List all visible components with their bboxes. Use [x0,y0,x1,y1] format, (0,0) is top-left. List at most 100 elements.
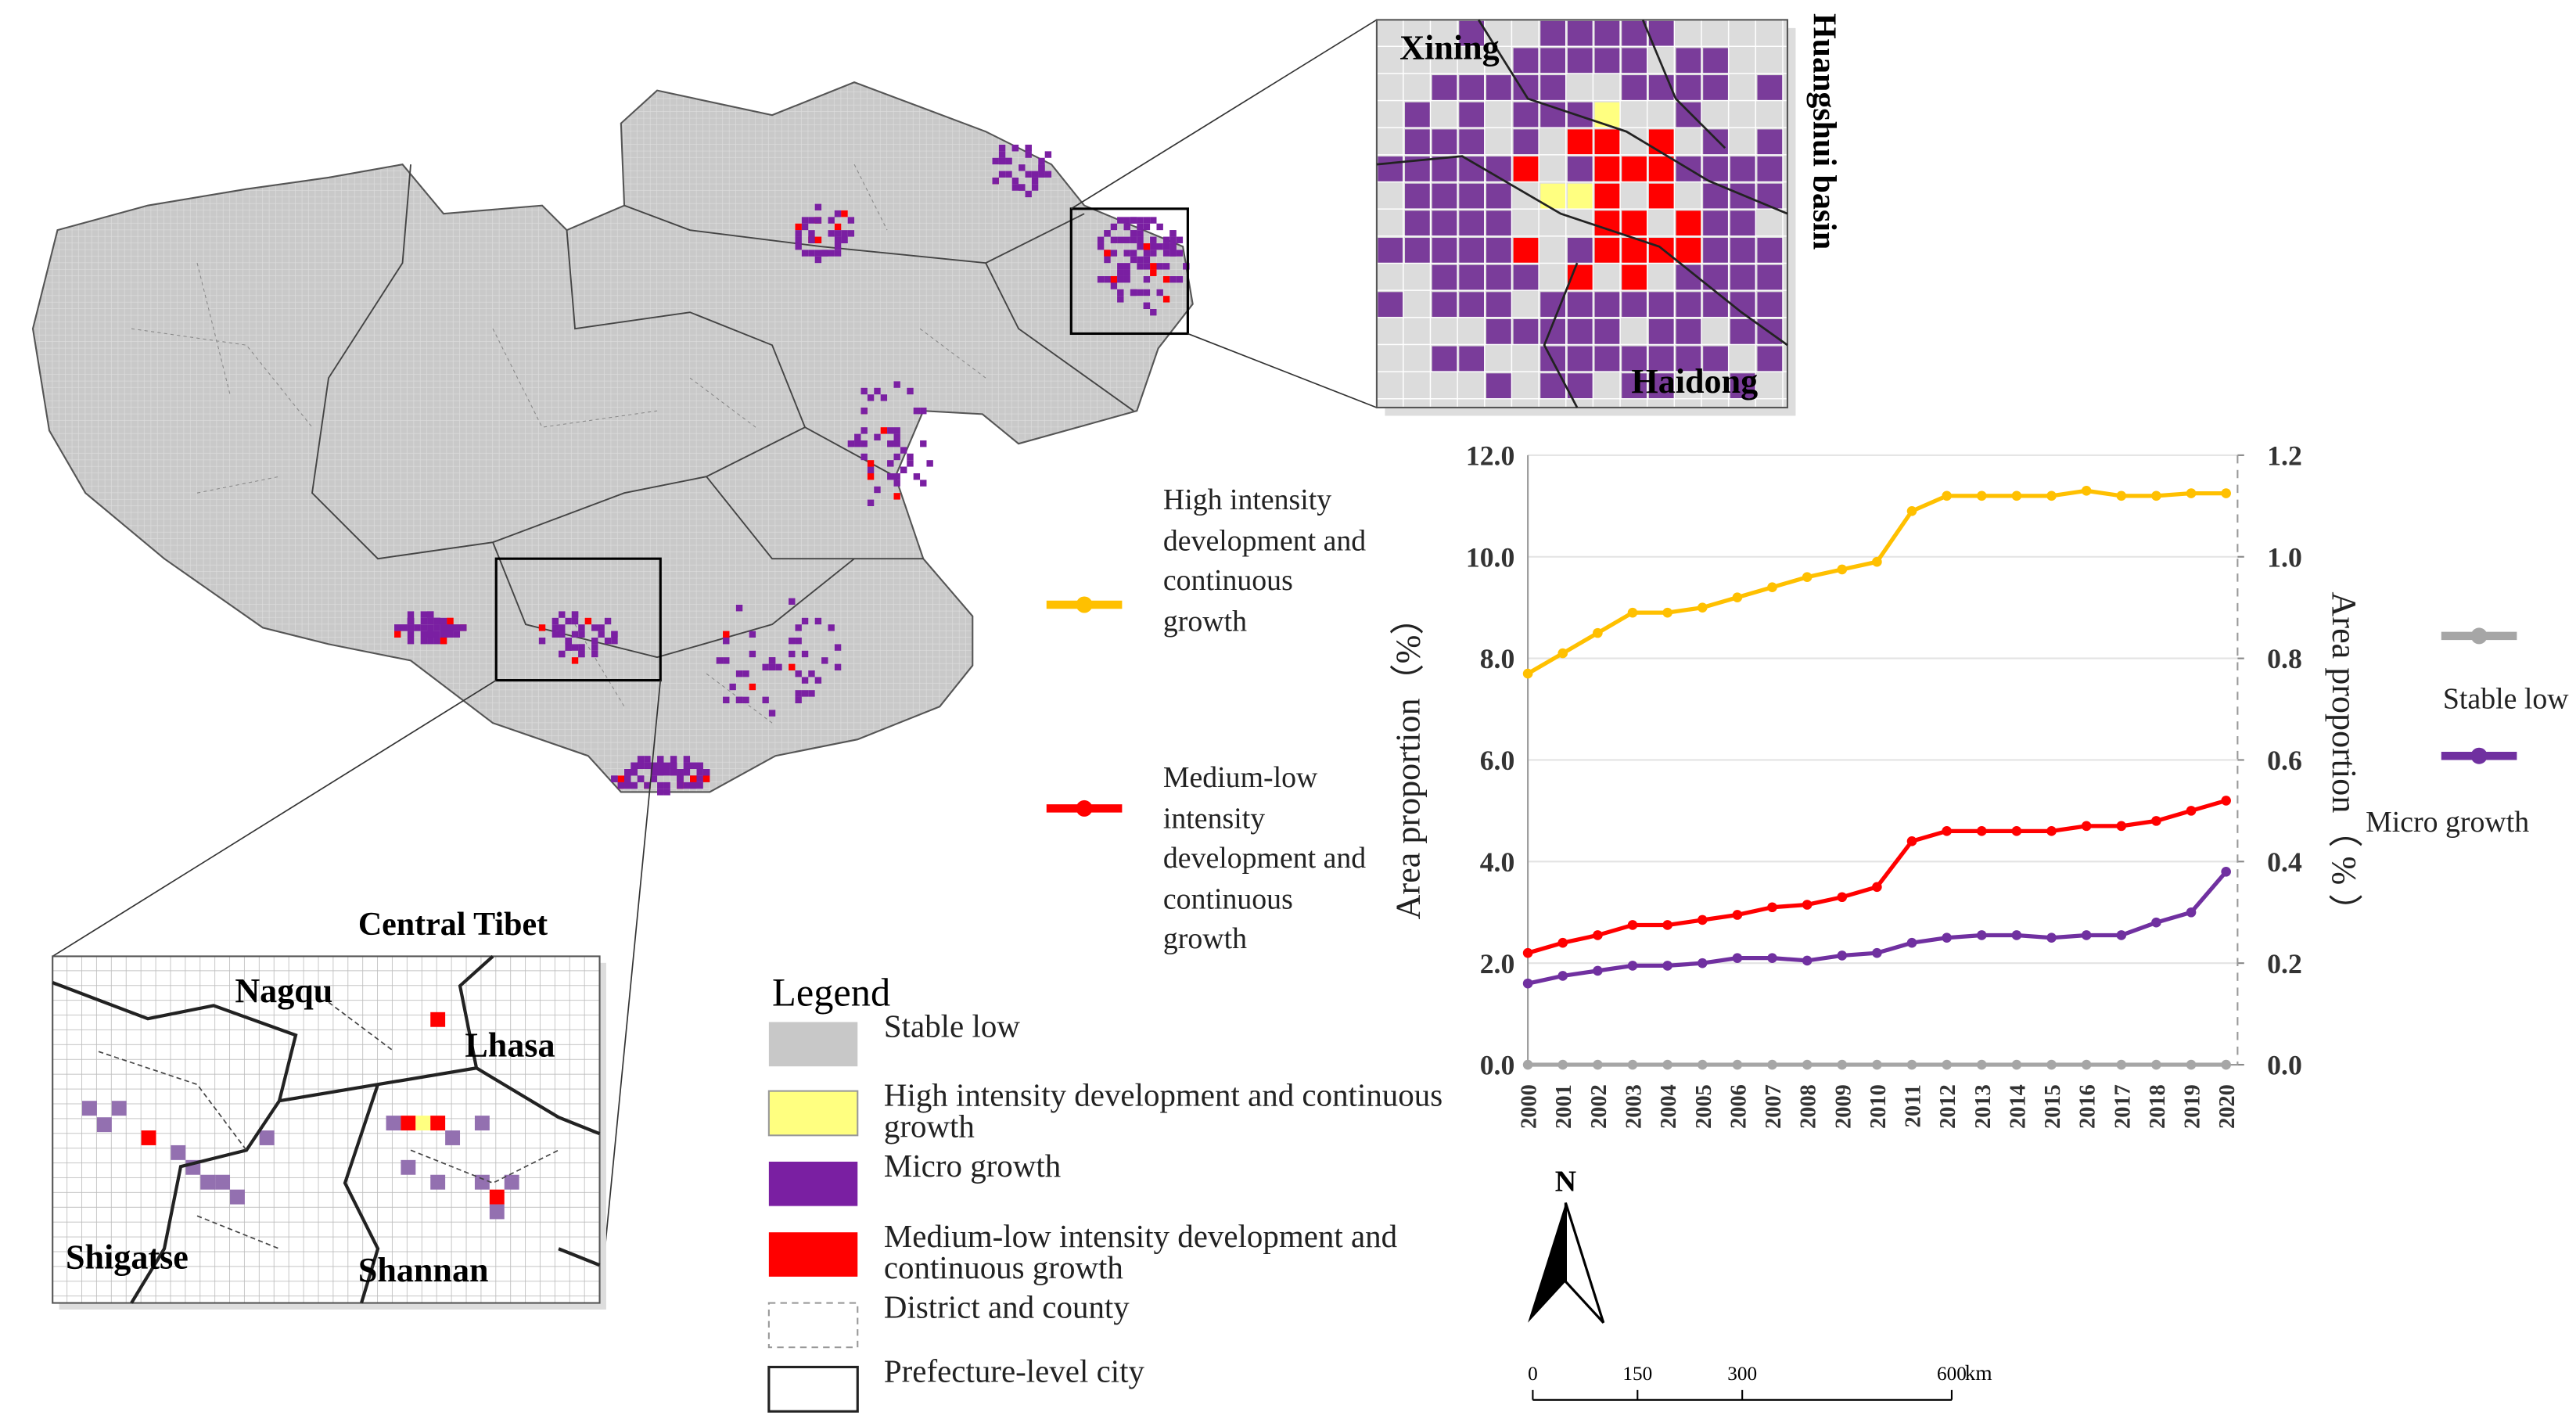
legend-label: Prefecture-level city [884,1357,1144,1389]
series-point [2081,930,2092,940]
map-cell [571,631,579,638]
map-cell [420,631,428,638]
inset-cell [1567,129,1593,155]
map-cell [900,466,907,473]
inset-cell [1486,373,1511,399]
inset-cell [445,1130,461,1145]
map-cell [591,637,598,645]
series-point [1697,915,1708,925]
map-cell [683,762,691,770]
inset-cell [1513,102,1539,128]
inset-cell [200,1174,216,1190]
map-cell [591,624,598,631]
legend-label-text: High intensity development and continuou… [883,1081,1443,1145]
inset-cell [1567,183,1593,209]
x-tick-label: 2006 [1726,1084,1751,1129]
map-cell [440,631,447,638]
map-cell [644,782,651,789]
map-cell [860,453,868,461]
inset-cell [1513,156,1539,181]
inset-cell [1567,318,1593,344]
inset-cell [1567,346,1593,372]
inset-cell [504,1174,519,1190]
inset-cell [1594,292,1620,318]
y-tick-label: 10.0 [1466,541,1514,573]
series-point [1837,950,1848,961]
inset-cell [1459,346,1485,372]
inset-cell [430,1174,446,1190]
inset-cell [1622,156,1647,181]
map-cell [893,440,900,447]
map-cell [1025,190,1032,198]
map-cell [768,663,776,670]
series-point [1732,953,1743,963]
map-cell [631,762,638,770]
map-cell [814,250,822,257]
map-cell [696,782,703,789]
map-cell [624,769,631,776]
map-cell [1123,269,1130,276]
series-point [1976,491,1987,501]
map-cell [841,230,848,237]
y2-tick-label: 1.0 [2267,541,2302,573]
map-cell [1150,236,1157,243]
map-cell [834,223,842,231]
map-cell [433,631,440,638]
inset-cell [1703,238,1728,263]
inset-cell [1703,75,1728,100]
map-cell [1038,164,1045,171]
map-cell [1104,250,1111,257]
map-cell [690,782,697,789]
map-cell [1150,263,1157,270]
inset-cell [1730,373,1755,399]
series-point [1662,1059,1672,1070]
map-cell [887,427,894,434]
map-cell [1143,275,1151,283]
series-point [1593,930,1603,940]
map-cell [893,381,900,388]
map-cell [440,617,447,625]
map-cell [1005,171,1012,178]
map-cell [637,762,645,770]
inset-cell [474,1174,490,1190]
inset-cell [1648,318,1674,344]
map-cell [789,663,796,670]
map-cell [874,486,881,494]
map-cell [447,617,454,625]
inset-cell [1648,156,1674,181]
map-cell [407,617,415,625]
inset-cell [1594,346,1620,372]
map-cell [551,617,559,625]
inset-cell [1757,292,1783,318]
series-point [1697,958,1708,968]
map-cell [867,473,875,480]
map-cell [631,769,638,776]
map-cell [723,631,730,638]
map-cell [834,243,842,250]
map-cell [1143,289,1151,296]
inset-cell [1648,129,1674,155]
map-cell [795,243,802,250]
map-cell [1038,171,1045,178]
inset-cell [1405,183,1430,209]
map-cell [538,624,546,631]
legend-label-text: High intensity development and continuou… [1162,483,1367,637]
map-cell [427,617,434,625]
map-cell [1143,256,1151,264]
legend-marker [1076,800,1093,817]
map-cell [1123,236,1130,243]
y-tick-label: 8.0 [1480,643,1515,674]
legend-label: High intensity development and continuou… [883,1081,1443,1145]
inset-cell [474,1116,490,1131]
map-cell [559,611,566,618]
inset-cell [259,1130,275,1145]
scale-label: 0 [1528,1364,1538,1385]
map-cell [998,144,1006,152]
inset-cell [1486,183,1511,209]
series-point [2011,1059,2022,1070]
inset-cell [1757,129,1783,155]
map-cell [801,650,809,658]
inset-cell [1432,238,1457,263]
inset-cell [1730,210,1755,236]
